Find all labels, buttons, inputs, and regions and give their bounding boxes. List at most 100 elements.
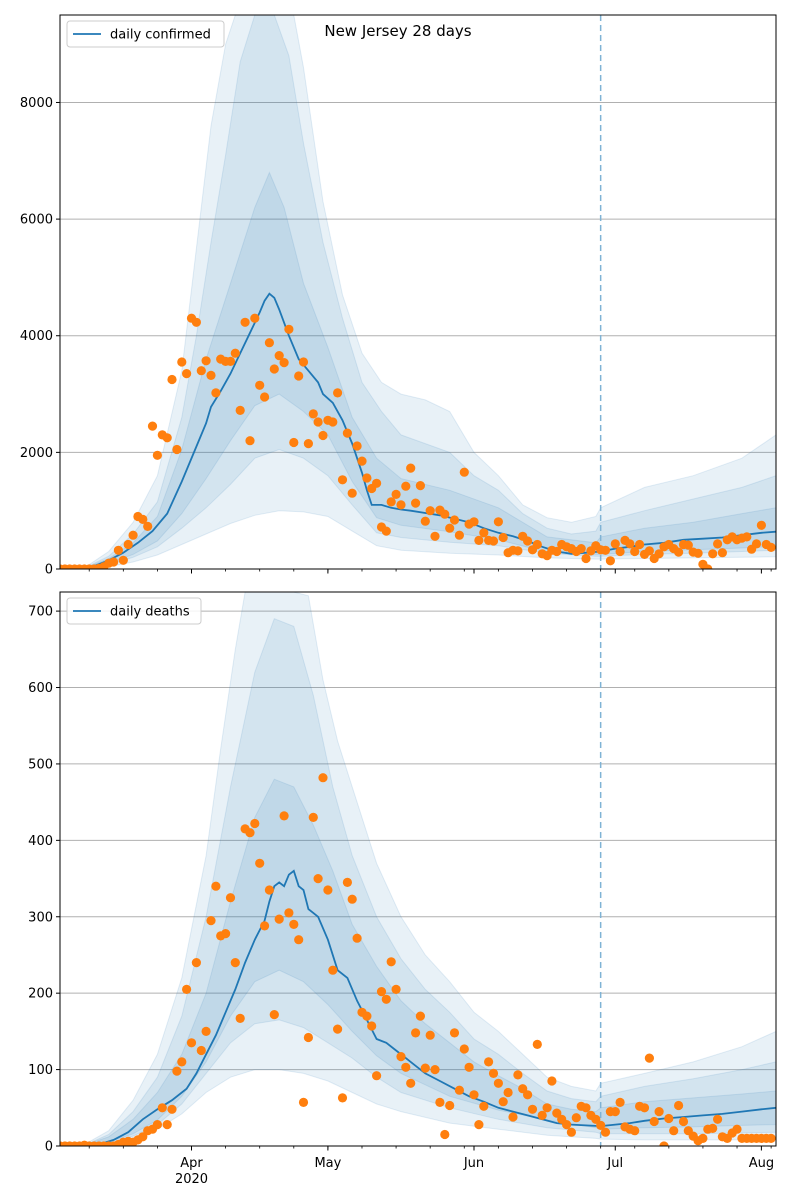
observed-point-55	[323, 885, 333, 895]
observed-point-32	[211, 881, 221, 891]
observed-point-90	[493, 517, 503, 527]
observed-point-43	[264, 885, 274, 895]
observed-point-76	[425, 506, 435, 516]
observed-point-75	[420, 1063, 430, 1073]
observed-point-113	[605, 556, 616, 566]
observed-point-30	[201, 1026, 211, 1036]
observed-point-94	[513, 1070, 523, 1080]
legend-label: daily deaths	[110, 605, 190, 620]
observed-point-20	[152, 450, 162, 460]
observed-point-84	[464, 1062, 474, 1072]
observed-point-36	[230, 348, 240, 358]
observed-point-30	[201, 356, 211, 366]
observed-point-141	[742, 532, 752, 542]
observed-point-17	[138, 1132, 148, 1142]
observed-point-39	[245, 436, 255, 446]
observed-point-49	[294, 935, 304, 945]
x-tick-label-0-year: 2020	[175, 1172, 208, 1187]
observed-point-37	[235, 405, 245, 415]
y-tick-label-3: 6000	[20, 213, 53, 228]
observed-point-81	[449, 515, 460, 525]
observed-point-56	[328, 417, 338, 427]
observed-point-69	[391, 984, 401, 995]
observed-point-88	[484, 1057, 494, 1067]
observed-point-87	[479, 1101, 489, 1111]
observed-point-99	[537, 1110, 547, 1120]
observed-point-44	[269, 364, 279, 374]
observed-point-127	[674, 547, 684, 557]
observed-point-27	[186, 1038, 197, 1048]
observed-point-60	[347, 488, 357, 498]
observed-point-79	[440, 509, 450, 519]
figure-title: New Jersey 28 days	[324, 22, 471, 40]
observed-point-23	[167, 374, 177, 385]
observed-point-25	[177, 357, 187, 367]
observed-point-108	[581, 553, 591, 564]
observed-point-98	[532, 539, 542, 550]
observed-point-15	[128, 530, 138, 540]
observed-point-28	[191, 958, 201, 968]
observed-point-31	[206, 916, 216, 926]
observed-point-85	[469, 517, 479, 527]
observed-point-50	[298, 1097, 309, 1107]
y-tick-label-1: 100	[28, 1063, 53, 1078]
observed-point-12	[113, 545, 123, 555]
observed-point-25	[177, 1057, 187, 1067]
observed-point-68	[386, 497, 396, 507]
observed-point-127	[674, 1100, 684, 1111]
observed-point-125	[664, 1113, 674, 1124]
observed-point-50	[298, 357, 309, 367]
observed-point-58	[337, 1093, 348, 1103]
y-tick-label-0: 0	[45, 563, 53, 578]
observed-point-106	[571, 1113, 581, 1123]
observed-point-82	[454, 530, 464, 540]
observed-point-121	[644, 1053, 655, 1063]
observed-point-123	[654, 1107, 664, 1117]
observed-point-43	[264, 338, 274, 348]
observed-point-128	[678, 1116, 689, 1127]
axes-frame	[59, 591, 777, 1147]
observed-point-65	[372, 478, 382, 488]
observed-point-117	[625, 539, 635, 549]
observed-point-63	[362, 473, 372, 483]
observed-point-96	[523, 536, 533, 546]
observed-point-37	[235, 1013, 245, 1024]
observed-point-83	[459, 467, 469, 477]
observed-point-64	[367, 1021, 377, 1031]
observed-point-144	[756, 520, 767, 530]
observed-point-146	[766, 542, 776, 553]
observed-point-34	[221, 929, 231, 939]
observed-point-61	[352, 933, 362, 943]
observed-point-146	[766, 1133, 776, 1143]
observed-point-41	[255, 380, 265, 390]
observed-point-46	[279, 811, 289, 821]
observed-point-108	[581, 1103, 591, 1113]
observed-point-21	[157, 1103, 167, 1113]
observed-point-97	[527, 1104, 538, 1114]
observed-point-100	[542, 1103, 552, 1113]
observed-point-51	[303, 1032, 313, 1043]
observed-point-36	[230, 958, 240, 968]
observed-point-66	[376, 987, 387, 997]
y-tick-label-6: 600	[28, 681, 53, 696]
observed-point-83	[459, 1044, 469, 1054]
observed-point-22	[162, 1120, 172, 1130]
y-tick-label-2: 200	[28, 987, 53, 1002]
observed-point-89	[488, 536, 499, 546]
observed-point-38	[240, 317, 250, 327]
observed-point-22	[162, 433, 172, 443]
observed-point-75	[420, 516, 430, 526]
observed-point-51	[303, 439, 313, 449]
observed-point-44	[269, 1010, 279, 1020]
observed-point-98	[532, 1039, 542, 1049]
observed-point-48	[289, 919, 299, 930]
observed-point-102	[552, 546, 562, 557]
observed-point-52	[308, 409, 318, 419]
y-tick-label-1: 2000	[20, 446, 53, 461]
observed-point-29	[196, 366, 206, 376]
observed-point-46	[279, 358, 289, 368]
observed-point-77	[430, 531, 440, 541]
observed-point-143	[751, 539, 762, 549]
observed-point-13	[118, 555, 128, 565]
